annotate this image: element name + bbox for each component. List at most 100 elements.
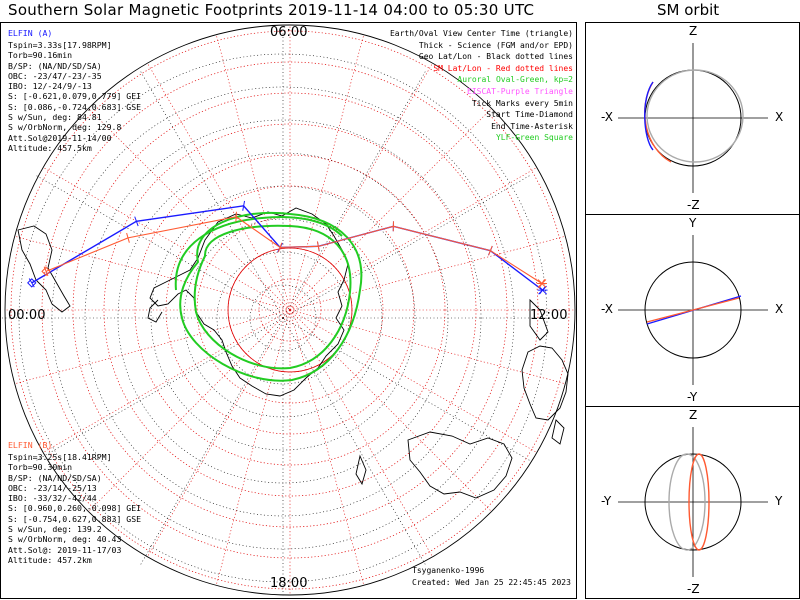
antarctic-peninsula [147,299,163,323]
auroral-oval-ring [179,211,363,382]
sm-axis-label-top: Y [689,216,697,230]
probe-b-info-line: S w/Sun, deg: 139.2 [8,524,102,535]
start-diamond [27,278,37,288]
clock-label-top: 06:00 [270,25,308,40]
probe-b-info-line: S w/OrbNorm, deg: 40.43 [8,534,122,545]
probe-b-info-line: Tspin=3.25s[18.41RPM] [8,452,112,462]
clock-label-bottom: 18:00 [270,576,308,591]
sm-earth-circle [644,261,742,359]
sm-axis-label-left: -Y [601,494,612,508]
sm-axis-label-left: -X [601,110,613,124]
geo-grid [0,33,568,600]
new-zealand [355,454,367,486]
madagascar [551,419,565,445]
sm-axis-label-bottom: -Y [687,390,698,404]
footprint-tracks [27,200,548,295]
sm-mlt-line [43,167,291,311]
legend-entry: Earth/Oval View Center Time (triangle) [389,29,573,38]
legend-entry: Geo Lat/Lon - Black dotted lines [418,52,573,62]
geo-lon-line [282,317,530,461]
africa [521,345,569,421]
sm-axis-label-left: -X [601,302,613,316]
sm-lat-circle [72,92,508,528]
probe-a-info-line: B/SP: (NA/ND/SD/SA) [8,60,102,71]
sm-orbit-a [668,453,706,551]
sm-orbit-b-line [646,297,740,323]
sm-grid [4,24,576,596]
probe-b-name: ELFIN (B) [8,440,53,450]
probe-a-info-line: OBC: -23/47/-23/-35 [8,70,102,81]
legend-entry: EISCAT-Purple Triangle [467,86,573,96]
probe-a-info-line: Torb=90.16min [8,50,73,61]
sm-axis-label-right: X [775,302,784,316]
probe-b-info-line: OBC: -23/14/-25/13 [8,482,97,493]
track-tick-mark [235,211,237,222]
start-diamond [41,266,51,277]
sm-mlt-line [289,309,433,557]
clock-label-right: 12:00 [530,308,568,323]
track-tick-mark [316,241,320,252]
sm-lat-circle [165,185,415,435]
probe-b-info: Tspin=3.25s[18.41RPM] Torb=90.30min B/SP: … [8,452,141,565]
probe-b-info-line: IBO: -33/32/-42/44 [8,493,97,504]
geo-lon-line [36,175,284,319]
probe-a-info: Tspin=3.33s[17.98RPM] Torb=90.16min B/SP: … [8,40,141,153]
probe-b-info-line: Att.Sol@: 2019-11-17/03 [8,544,122,555]
probe-b-info-line: S: [-0.754,0.627,0.883] GSE [8,513,142,524]
sm-mlt-line [215,34,291,311]
sm-mlt-line [43,309,291,453]
auroral-oval-ring [174,215,343,291]
page-title: Southern Solar Magnetic Footprints 2019-… [8,1,535,19]
sm-axis-label-bottom: -Z [687,582,700,596]
probe-a-info-line: S w/Sun, deg: 84.81 [8,112,102,123]
probe-b-track [45,216,543,284]
legend-entry: Auroral Oval-Green, kp=2 [457,75,573,85]
probe-b-info-line: S: [0.960,0.260,-0.098] GEI [8,503,142,514]
probe-a-info-line: S w/OrbNorm, deg: 129.8 [8,122,122,133]
sm-mlt-line [289,309,365,586]
sm-axis-label-top: Z [689,408,698,422]
legend-entry: Thick - Science (FGM and/or EPD) [418,40,573,50]
sm-orbit-a-arc [644,81,654,151]
sm-mlt-line [289,309,537,453]
probe-a-info-line: Tspin=3.33s[17.98RPM] [8,40,112,50]
sm-mlt-line [14,235,291,311]
probe-b-info-line: Torb=90.30min [8,462,73,473]
geo-lon-line [282,317,426,565]
australia [407,431,513,499]
geo-lon-line [282,175,530,319]
probe-a-info-line: Att.Sol@2019-11-14/00 [8,132,112,143]
geo-lat-circle [150,185,416,451]
geo-lon-line [140,317,284,565]
auroral-oval [174,211,363,382]
antarctica-coast [149,207,349,397]
sm-lat-circle [103,123,477,497]
sm-mlt-line [289,34,365,311]
clock-label-left: 00:00 [8,308,46,323]
sm-orbit-title: SM orbit [657,1,720,19]
auroral-oval-ring [193,224,352,370]
geo-lon-line [140,71,284,319]
sm-mlt-line [289,309,566,385]
africa-tip [529,298,549,341]
track-tick-mark [126,232,130,243]
probe-a-info-line: Altitude: 457.5km [8,142,92,153]
sm-orbit-b [688,453,710,551]
sm-axis-label-right: X [775,110,784,124]
probe-a-info-line: S: [0.086,-0.724,0.683] GSE [8,101,142,112]
legend: Earth/Oval View Center Time (triangle) Th… [390,28,573,144]
geo-lat-circle [249,284,317,352]
end-asterisk [536,279,547,288]
sm-earth-circle [644,453,742,551]
probe-a-info-line: S: [-0.621,0.079,0.779] GEI [8,91,142,102]
sm-orbit-a [646,69,744,163]
legend-entry: SM Lat/Lon - Red dotted lines [433,63,573,73]
track-tick-mark [28,278,35,288]
footer-credit: Tsyganenko-1996 [412,566,485,575]
sm-lat-circle [134,154,446,466]
geo-lat-circle [216,251,350,385]
main-panel-frame [0,22,577,599]
sm-axis-label-bottom: -Z [687,198,700,212]
probe-a-info-line: IBO: 12/-24/9/-13 [8,81,92,92]
